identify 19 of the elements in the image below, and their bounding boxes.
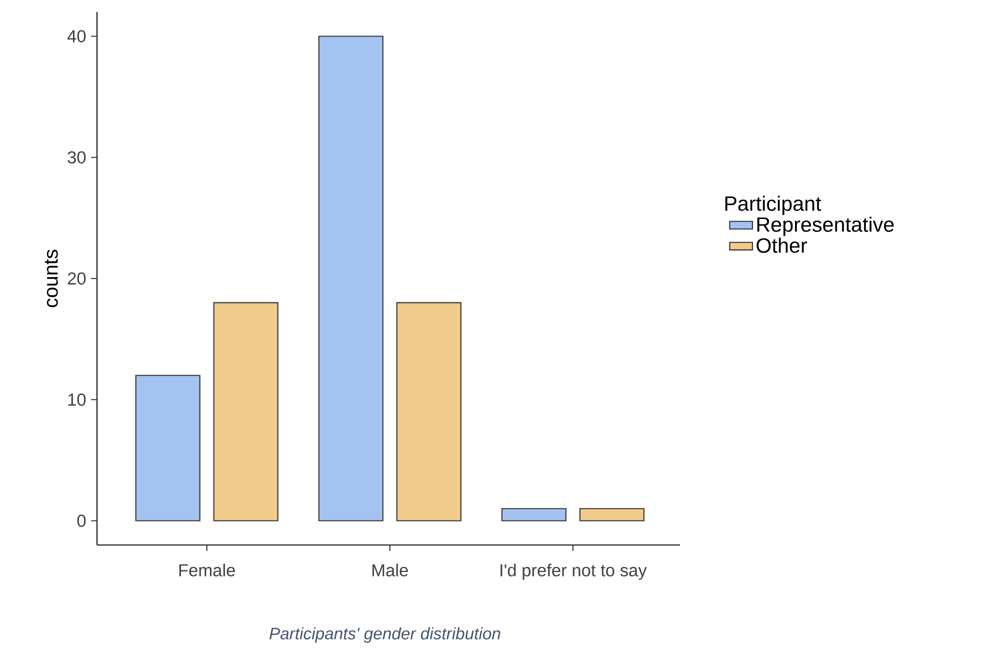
y-tick-label: 30 [68,151,86,164]
y-tick-label: 10 [68,393,86,406]
y-tick-label: 20 [68,272,86,285]
bar [501,508,566,522]
bar [135,374,200,522]
bar [318,36,384,522]
x-tick-label: Female [179,564,235,576]
legend-title: Participant [725,196,822,215]
x-tick-label: I'd prefer not to say [500,564,647,580]
bar [396,302,462,522]
bar [579,508,644,522]
legend-label: Other [756,238,808,253]
x-tick-label: Male [372,564,408,576]
legend-label: Representative [757,216,894,236]
text: Participants' gender distribution [270,627,500,643]
y-tick-label: 0 [77,514,86,527]
bar [213,302,278,522]
y-axis-title: counts [44,250,58,308]
y-tick-label: 40 [67,30,86,42]
